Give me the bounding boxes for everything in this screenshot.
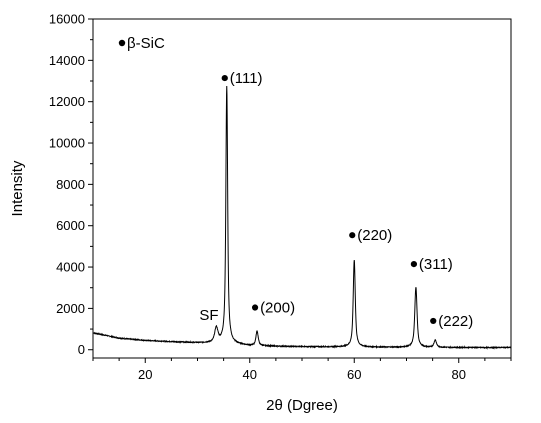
x-tick-label: 20 bbox=[138, 367, 152, 382]
y-tick-label: 4000 bbox=[56, 260, 85, 275]
peak-marker bbox=[251, 304, 259, 311]
legend-marker bbox=[118, 39, 126, 47]
y-tick-label: 16000 bbox=[49, 12, 85, 27]
peak-label: SF bbox=[199, 307, 218, 324]
y-tick-label: 14000 bbox=[49, 53, 85, 68]
y-tick-label: 2000 bbox=[56, 301, 85, 316]
x-tick-label: 60 bbox=[347, 367, 361, 382]
y-tick-label: 6000 bbox=[56, 218, 85, 233]
x-axis-title: 2θ (Dgree) bbox=[266, 397, 338, 414]
x-tick-label: 40 bbox=[243, 367, 257, 382]
legend: β-SiC bbox=[118, 35, 165, 52]
axis-ticks: 20 40 60 80 0 2000 4000 6000 8000 10000 12000 14000… bbox=[49, 12, 512, 382]
series-group bbox=[92, 86, 512, 350]
peak-marker bbox=[410, 261, 418, 268]
y-tick-label: 0 bbox=[78, 342, 85, 357]
y-tick-label: 10000 bbox=[49, 136, 85, 151]
y-axis-title: Intensity bbox=[9, 160, 26, 216]
plot-frame bbox=[92, 18, 512, 359]
legend-label: β-SiC bbox=[127, 35, 165, 52]
xrd-pattern-line bbox=[92, 86, 512, 350]
y-tick-label: 8000 bbox=[56, 177, 85, 192]
peak-marker bbox=[430, 317, 437, 325]
peak-label: (111) bbox=[230, 70, 263, 87]
peak-label: (222) bbox=[438, 313, 473, 330]
annotations-group: (111) (200) (220) (311) (222) SF bbox=[199, 70, 473, 330]
y-tick-label: 12000 bbox=[49, 94, 85, 109]
x-tick-label: 80 bbox=[452, 367, 466, 382]
plot-frame-rect bbox=[92, 18, 512, 359]
peak-label: (220) bbox=[357, 227, 392, 244]
peak-marker bbox=[349, 232, 356, 239]
peak-marker bbox=[221, 74, 228, 82]
peak-label: (311) bbox=[419, 256, 453, 273]
peak-label: (200) bbox=[260, 300, 295, 317]
